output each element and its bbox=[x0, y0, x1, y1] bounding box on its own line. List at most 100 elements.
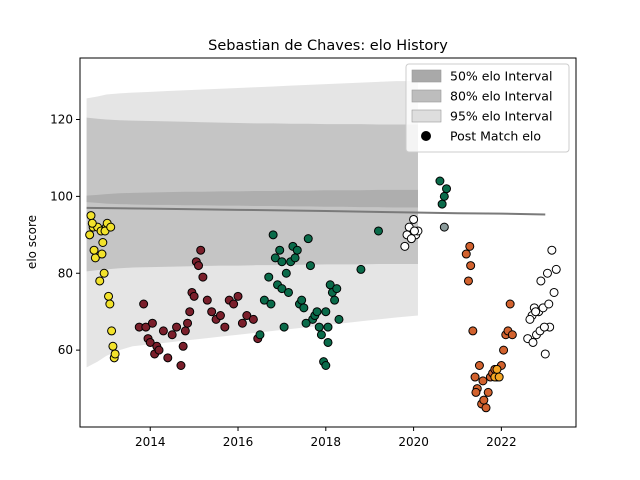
median-lines bbox=[86, 206, 546, 216]
data-point bbox=[471, 387, 481, 397]
x-tick-label: 2014 bbox=[135, 435, 166, 449]
data-point bbox=[292, 245, 302, 255]
data-point bbox=[305, 261, 315, 271]
data-point bbox=[167, 330, 177, 340]
data-point bbox=[551, 264, 561, 274]
chart-title: Sebastian de Chaves: elo History bbox=[208, 38, 448, 54]
data-point bbox=[172, 322, 182, 332]
data-point bbox=[314, 322, 324, 332]
y-tick-label: 60 bbox=[58, 343, 73, 357]
data-point bbox=[85, 230, 95, 240]
data-point bbox=[237, 318, 247, 328]
data-point bbox=[281, 268, 291, 278]
data-point bbox=[321, 361, 331, 370]
interval-bands bbox=[86, 81, 418, 368]
x-tick-label: 2022 bbox=[486, 435, 517, 449]
data-point bbox=[290, 253, 300, 263]
data-point bbox=[483, 387, 493, 397]
data-point bbox=[437, 199, 447, 209]
data-point bbox=[549, 287, 559, 297]
data-point bbox=[400, 241, 410, 251]
data-point bbox=[465, 241, 475, 251]
data-point bbox=[277, 257, 287, 267]
data-point bbox=[409, 226, 419, 236]
data-point bbox=[233, 291, 243, 301]
data-point bbox=[275, 245, 285, 255]
y-axis-label: elo score bbox=[25, 215, 39, 269]
data-point bbox=[373, 226, 383, 236]
y-axis: 60 80 100 120 bbox=[50, 113, 80, 357]
data-point bbox=[525, 314, 535, 324]
data-point bbox=[86, 211, 96, 221]
x-axis: 2014 2016 2018 2020 2022 bbox=[135, 427, 517, 449]
data-point bbox=[531, 307, 541, 317]
data-point bbox=[492, 364, 502, 374]
data-point bbox=[185, 307, 195, 317]
data-point bbox=[145, 337, 155, 347]
legend-swatch bbox=[411, 69, 442, 83]
legend-swatch bbox=[411, 109, 442, 123]
data-point bbox=[107, 326, 117, 336]
data-point bbox=[323, 322, 333, 332]
data-point bbox=[141, 322, 151, 332]
data-point bbox=[442, 184, 452, 194]
data-point bbox=[439, 191, 449, 201]
data-point bbox=[435, 176, 445, 186]
data-point bbox=[176, 361, 186, 370]
data-point bbox=[542, 268, 552, 278]
data-point bbox=[316, 330, 326, 340]
data-point bbox=[544, 299, 554, 309]
data-point bbox=[479, 395, 489, 405]
legend-label: 95% elo Interval bbox=[450, 109, 552, 124]
data-point bbox=[229, 299, 239, 309]
y-tick-label: 80 bbox=[58, 266, 73, 280]
data-point bbox=[97, 249, 107, 259]
data-point bbox=[494, 372, 504, 382]
data-point bbox=[507, 330, 517, 340]
data-point bbox=[505, 299, 515, 309]
data-point bbox=[406, 234, 416, 244]
data-point bbox=[105, 299, 115, 309]
data-point bbox=[268, 230, 278, 240]
data-point bbox=[356, 264, 366, 274]
data-point bbox=[196, 245, 206, 255]
legend-box bbox=[405, 63, 570, 153]
data-point bbox=[163, 353, 173, 363]
data-point bbox=[303, 234, 313, 244]
data-point bbox=[106, 222, 116, 232]
data-point bbox=[321, 307, 331, 317]
data-point bbox=[220, 322, 230, 332]
data-point bbox=[202, 295, 212, 305]
data-point bbox=[183, 318, 193, 328]
data-point bbox=[110, 349, 120, 359]
data-point bbox=[439, 222, 449, 232]
data-point bbox=[547, 245, 557, 255]
data-point bbox=[334, 314, 344, 324]
y-tick-label: 120 bbox=[50, 113, 73, 127]
data-point bbox=[301, 318, 311, 328]
data-point bbox=[198, 272, 208, 282]
x-tick-label: 2020 bbox=[398, 435, 429, 449]
data-point bbox=[283, 287, 293, 297]
data-point bbox=[147, 318, 157, 328]
x-tick-label: 2016 bbox=[223, 435, 254, 449]
data-point bbox=[189, 291, 199, 301]
post-match-points bbox=[85, 176, 561, 413]
median-elo-line bbox=[86, 206, 546, 216]
data-point bbox=[99, 268, 109, 278]
data-point bbox=[528, 337, 538, 347]
data-point bbox=[409, 214, 419, 224]
data-point bbox=[332, 284, 342, 294]
data-point bbox=[481, 403, 491, 413]
data-point bbox=[180, 326, 190, 336]
data-point bbox=[330, 295, 340, 305]
legend-label: Post Match elo bbox=[450, 129, 541, 144]
data-point bbox=[89, 245, 99, 255]
data-point bbox=[297, 295, 307, 305]
data-point bbox=[215, 311, 225, 321]
data-point bbox=[264, 272, 274, 282]
interval-50-band bbox=[86, 189, 418, 208]
data-point bbox=[539, 322, 549, 332]
data-point bbox=[461, 249, 471, 259]
